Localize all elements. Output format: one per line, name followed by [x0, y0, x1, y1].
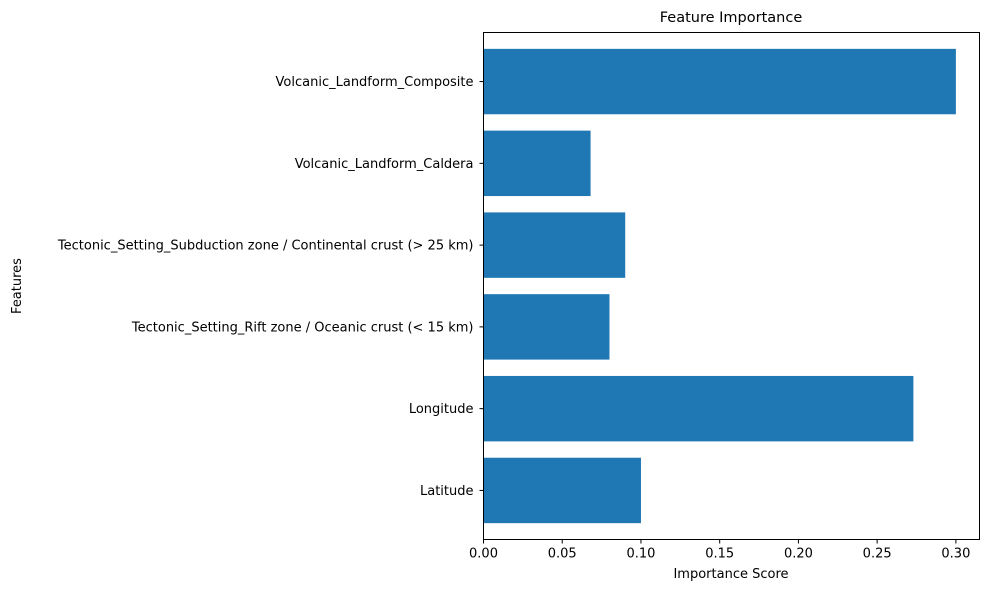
bar — [483, 294, 610, 360]
x-tick-label: 0.00 — [469, 547, 498, 562]
x-tick-label: 0.30 — [941, 547, 970, 562]
x-tick-label: 0.05 — [548, 547, 577, 562]
y-tick-label: Tectonic_Setting_Rift zone / Oceanic cru… — [131, 320, 474, 335]
y-axis-label: Features — [10, 258, 25, 314]
y-tick-label: Volcanic_Landform_Caldera — [295, 157, 474, 172]
y-tick-label: Tectonic_Setting_Subduction zone / Conti… — [57, 239, 474, 254]
y-tick-label: Latitude — [420, 484, 474, 499]
bar — [483, 212, 626, 278]
y-tick-label: Volcanic_Landform_Composite — [276, 75, 474, 90]
bar — [483, 457, 641, 524]
x-ticks: 0.00 0.05 0.10 0.15 0.20 0.25 0.30 — [469, 539, 970, 562]
bars-layer — [483, 48, 956, 524]
x-tick-label: 0.15 — [705, 547, 734, 562]
x-axis-label: Importance Score — [673, 567, 788, 582]
bar — [483, 48, 956, 115]
bar — [483, 375, 914, 442]
chart-title: Feature Importance — [660, 10, 803, 26]
x-tick-label: 0.25 — [863, 547, 892, 562]
y-ticks: Latitude Longitude Tectonic_Setting_Rift z… — [57, 75, 484, 499]
y-tick-label: Longitude — [409, 402, 474, 417]
x-tick-label: 0.10 — [626, 547, 655, 562]
x-tick-label: 0.20 — [784, 547, 813, 562]
bar — [483, 130, 591, 197]
plot-frame — [483, 32, 980, 540]
